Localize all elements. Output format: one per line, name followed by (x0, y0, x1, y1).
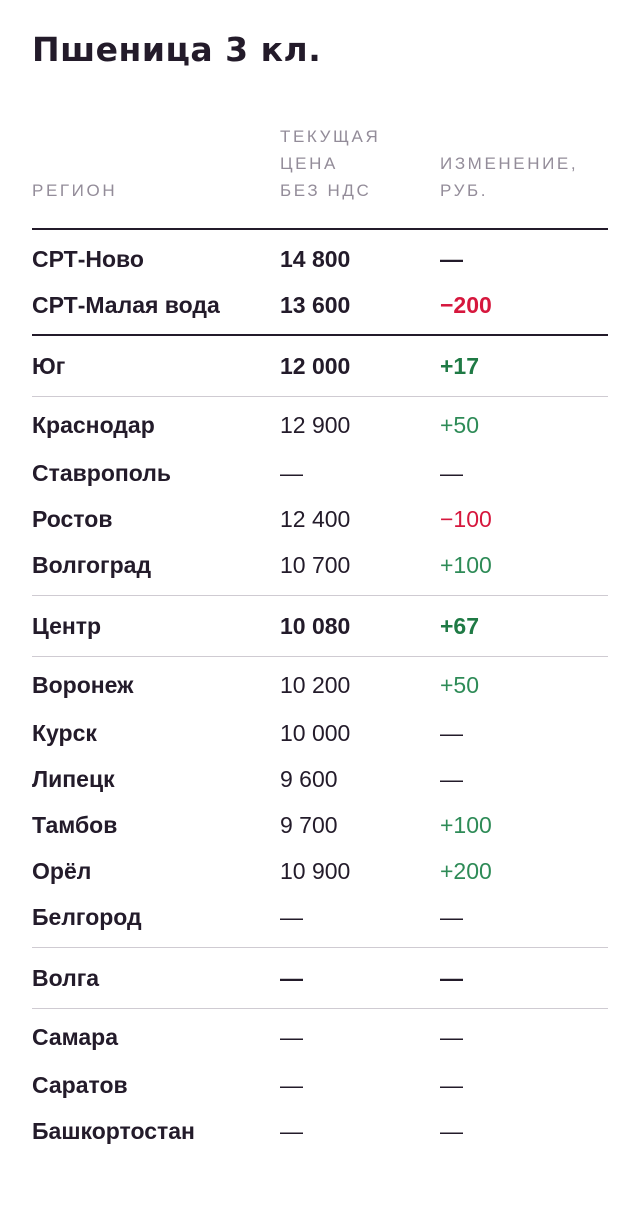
change-cell: — (440, 965, 463, 991)
change-cell: — (440, 720, 463, 746)
price-cell: 10 700 (280, 552, 351, 578)
region-cell: Центр (32, 613, 102, 639)
change-cell: — (440, 904, 463, 930)
region-cell: Самара (32, 1024, 119, 1050)
table-header: РЕГИОН ТЕКУЩАЯ ЦЕНА БЕЗ НДС ИЗМЕНЕНИЕ, Р… (32, 120, 608, 230)
price-cell: 14 800 (280, 246, 351, 272)
price-cell: — (280, 1118, 303, 1144)
change-cell: +67 (440, 613, 480, 639)
region-cell: Ставрополь (32, 460, 172, 486)
change-cell: +50 (440, 412, 480, 438)
price-cell: — (280, 965, 303, 991)
region-cell: Тамбов (32, 812, 118, 838)
change-cell: +50 (440, 672, 480, 698)
region-cell: Белгород (32, 904, 142, 930)
region-cell: Краснодар (32, 412, 155, 438)
region-cell: Юг (32, 353, 66, 379)
table-row: Курск 10 000 — (32, 710, 608, 756)
price-cell: 10 900 (280, 858, 351, 884)
price-cell: 10 000 (280, 720, 351, 746)
region-cell: Волга (32, 965, 100, 991)
price-cell: — (280, 1024, 303, 1050)
change-cell: +17 (440, 353, 480, 379)
table-row: СРТ-Ново 14 800 — (32, 236, 608, 282)
table-row: Самара — — (32, 1009, 608, 1062)
price-cell: 12 400 (280, 506, 351, 532)
change-cell: — (440, 1024, 463, 1050)
change-cell: +200 (440, 858, 492, 884)
change-cell: — (440, 246, 463, 272)
price-cell: 13 600 (280, 292, 351, 318)
change-cell: −200 (440, 292, 492, 318)
region-cell: СРТ-Ново (32, 246, 144, 272)
table-row: Башкортостан — — (32, 1108, 608, 1154)
region-cell: Ростов (32, 506, 113, 532)
price-table: СРТ-Ново 14 800 — СРТ-Малая вода 13 600 … (32, 236, 608, 1154)
price-cell: 12 000 (280, 353, 351, 379)
region-cell: Орёл (32, 858, 92, 884)
change-cell: — (440, 766, 463, 792)
change-cell: — (440, 1072, 463, 1098)
region-cell: Саратов (32, 1072, 128, 1098)
price-cell: 12 900 (280, 412, 351, 438)
price-cell: — (280, 1072, 303, 1098)
column-header-change: ИЗМЕНЕНИЕ, РУБ. (440, 154, 579, 200)
region-cell: Липецк (32, 766, 115, 792)
price-cell: 10 080 (280, 613, 351, 639)
region-cell: Башкортостан (32, 1118, 195, 1144)
table-row: Липецк 9 600 — (32, 756, 608, 802)
price-cell: — (280, 904, 303, 930)
region-cell: Воронеж (32, 672, 134, 698)
table-row: Ростов 12 400 −100 (32, 496, 608, 542)
table-row: Тамбов 9 700 +100 (32, 802, 608, 848)
price-cell: 9 700 (280, 812, 338, 838)
change-cell: +100 (440, 812, 492, 838)
table-row-summary: Юг 12 000 +17 (32, 336, 608, 397)
price-cell: 10 200 (280, 672, 351, 698)
region-cell: Волгоград (32, 552, 152, 578)
change-cell: −100 (440, 506, 492, 532)
table-row: Белгород — — (32, 894, 608, 948)
change-cell: — (440, 1118, 463, 1144)
table-row: Саратов — — (32, 1062, 608, 1108)
table-row: Краснодар 12 900 +50 (32, 397, 608, 450)
page-title: Пшеница 3 кл. (32, 30, 322, 69)
price-cell: 9 600 (280, 766, 338, 792)
table-row: Волгоград 10 700 +100 (32, 542, 608, 596)
table-row-summary: Центр 10 080 +67 (32, 596, 608, 657)
region-cell: Курск (32, 720, 97, 746)
table-row: Ставрополь — — (32, 450, 608, 496)
table-row: СРТ-Малая вода 13 600 −200 (32, 282, 608, 336)
region-cell: СРТ-Малая вода (32, 292, 220, 318)
table-row-summary: Волга — — (32, 948, 608, 1009)
table-row: Воронеж 10 200 +50 (32, 657, 608, 710)
price-cell: — (280, 460, 303, 486)
column-header-price: ТЕКУЩАЯ ЦЕНА БЕЗ НДС (280, 127, 381, 200)
column-header-region: РЕГИОН (32, 181, 118, 200)
table-row: Орёл 10 900 +200 (32, 848, 608, 894)
change-cell: — (440, 460, 463, 486)
change-cell: +100 (440, 552, 492, 578)
